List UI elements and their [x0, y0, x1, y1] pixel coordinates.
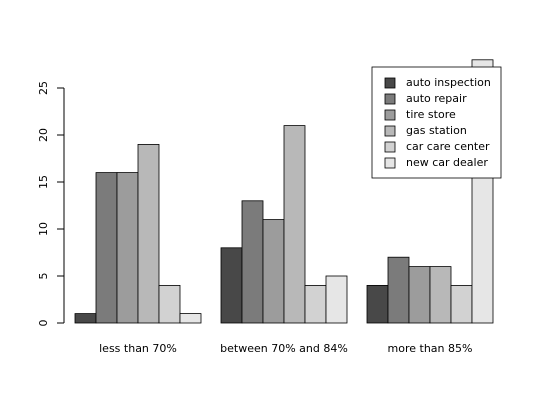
legend-label: auto repair	[406, 92, 467, 105]
bar	[179, 313, 202, 324]
bar	[137, 143, 160, 324]
bar	[220, 247, 243, 324]
bar	[283, 125, 306, 324]
bar	[450, 284, 473, 324]
bar	[158, 284, 181, 324]
bar	[241, 200, 264, 324]
y-tick-label: 15	[37, 175, 50, 189]
bar	[116, 172, 139, 324]
legend-label: tire store	[406, 108, 456, 121]
legend-label: auto inspection	[406, 76, 491, 89]
y-tick-label: 0	[37, 320, 50, 327]
bar	[304, 284, 327, 324]
y-tick-label: 5	[37, 273, 50, 280]
x-tick-label: between 70% and 84%	[220, 342, 348, 355]
y-tick-label: 20	[37, 128, 50, 142]
legend-label: new car dealer	[406, 156, 488, 169]
bar	[262, 219, 285, 324]
x-tick-label: less than 70%	[99, 342, 177, 355]
legend-swatch	[384, 141, 396, 153]
bar	[408, 266, 431, 324]
y-tick-label: 10	[37, 222, 50, 236]
bar	[387, 256, 410, 324]
x-tick-label: more than 85%	[388, 342, 473, 355]
legend-swatch	[384, 93, 396, 105]
legend-swatch	[384, 77, 396, 89]
bar	[366, 284, 389, 324]
bar	[74, 313, 97, 324]
legend-swatch	[384, 157, 396, 169]
y-tick-label: 25	[37, 81, 50, 95]
bar	[325, 275, 348, 324]
legend-swatch	[384, 125, 396, 137]
legend-swatch	[384, 109, 396, 121]
bar	[95, 172, 118, 324]
bar	[429, 266, 452, 324]
legend-label: gas station	[406, 124, 467, 137]
legend-label: car care center	[406, 140, 490, 153]
